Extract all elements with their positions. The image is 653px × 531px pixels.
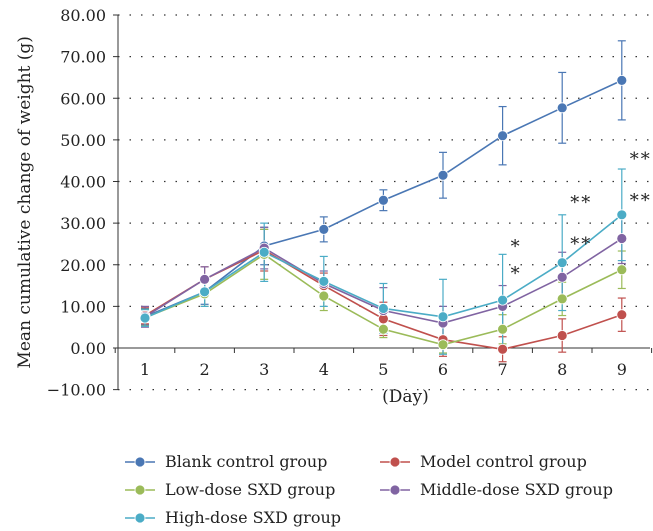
x-tick-labels: 1 2 3 4 5 6 7 8 9 <box>114 348 653 379</box>
data-point <box>556 102 568 114</box>
x-tick-label: 2 <box>200 360 210 379</box>
data-point <box>318 223 330 235</box>
data-point <box>318 290 330 302</box>
legend-item: Middle-dose SXD group <box>380 480 613 499</box>
data-point <box>497 343 509 355</box>
legend-label: Middle-dose SXD group <box>420 480 613 499</box>
x-tick-label: 1 <box>140 360 150 379</box>
data-point <box>497 294 509 306</box>
data-point <box>556 330 568 341</box>
data-point <box>199 273 211 285</box>
y-tick-label: 10.00 <box>60 297 106 316</box>
legend-marker <box>134 484 146 496</box>
legend-item: High-dose SXD group <box>125 508 341 527</box>
series-points <box>139 74 628 355</box>
y-tick-label: 0.00 <box>70 339 106 358</box>
data-point <box>616 309 628 321</box>
x-tick-label: 6 <box>438 360 448 379</box>
y-tick-label: 30.00 <box>60 214 106 233</box>
legend-marker <box>389 456 401 468</box>
significance-mark: ** <box>570 234 592 255</box>
data-point <box>497 323 509 335</box>
legend-label: Blank control group <box>165 452 327 471</box>
legend-item: Low-dose SXD group <box>125 480 335 499</box>
y-tick-label: 20.00 <box>60 256 106 275</box>
x-tick-label: 4 <box>319 360 329 379</box>
legend-marker <box>389 484 401 496</box>
significance-mark: * <box>511 236 522 257</box>
legend-label: High-dose SXD group <box>165 508 341 527</box>
y-tick-label: 50.00 <box>60 131 106 150</box>
x-tick-label: 9 <box>617 360 627 379</box>
y-tick-labels: −10.00 0.00 10.00 20.00 30.00 40.00 50.00 60.00… <box>47 6 118 400</box>
significance-mark: ** <box>570 193 592 214</box>
axes <box>117 15 650 390</box>
y-tick-label: 60.00 <box>60 89 106 108</box>
y-tick-label: 70.00 <box>60 48 106 67</box>
significance-mark: * <box>511 263 522 284</box>
significance-mark: ** <box>630 190 652 211</box>
legend-label: Model control group <box>420 452 587 471</box>
x-axis-label: (Day) <box>382 387 429 407</box>
y-tick-label: 80.00 <box>60 6 106 25</box>
legend: Blank control group Model control group Lo… <box>125 452 613 527</box>
data-point <box>556 271 568 283</box>
y-axis-label: Mean cumulative change of weight (g) <box>15 36 35 369</box>
data-point <box>258 246 270 258</box>
data-point <box>199 286 211 298</box>
x-tick-label: 8 <box>557 360 567 379</box>
x-tick-label: 5 <box>378 360 388 379</box>
data-point <box>616 209 628 221</box>
data-point <box>497 130 509 142</box>
legend-marker <box>134 456 146 468</box>
data-point <box>556 293 568 305</box>
legend-item: Model control group <box>380 452 587 471</box>
legend-item: Blank control group <box>125 452 327 471</box>
data-point <box>377 323 389 335</box>
legend-marker <box>134 512 146 524</box>
data-point <box>377 194 389 206</box>
x-tick-label: 3 <box>259 360 269 379</box>
y-tick-label: 40.00 <box>60 173 106 192</box>
data-point <box>139 312 151 324</box>
y-tick-label: −10.00 <box>47 381 106 400</box>
legend-label: Low-dose SXD group <box>165 480 335 499</box>
data-point <box>437 311 449 323</box>
x-tick-label: 7 <box>498 360 508 379</box>
data-point <box>616 74 628 86</box>
data-point <box>616 233 628 244</box>
data-point <box>616 264 628 276</box>
significance-annotations: ********** <box>511 149 652 284</box>
data-point <box>437 339 449 351</box>
significance-mark: ** <box>630 149 652 170</box>
data-point <box>318 275 330 287</box>
data-point <box>437 169 449 181</box>
data-point <box>556 257 568 269</box>
data-point <box>377 303 389 314</box>
